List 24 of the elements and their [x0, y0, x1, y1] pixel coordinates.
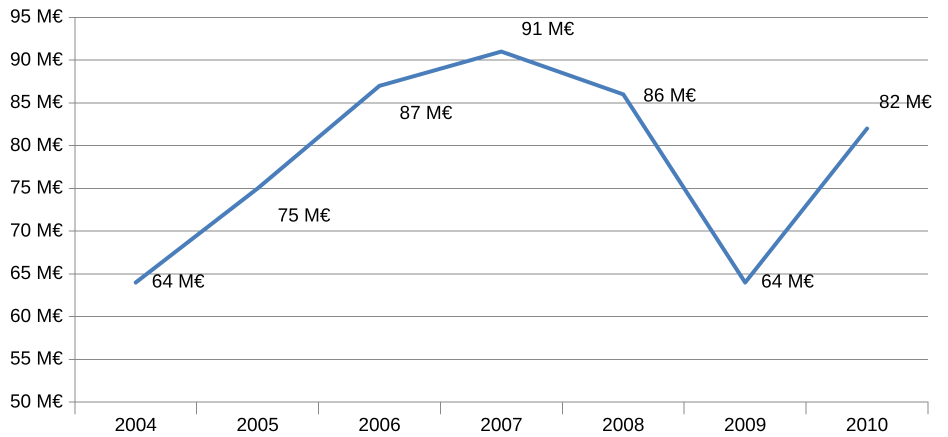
x-tick-label: 2006: [358, 414, 401, 436]
x-tick-label: 2010: [846, 414, 888, 436]
data-label: 64 M€: [152, 272, 205, 293]
x-tick-label: 2008: [602, 414, 644, 436]
y-tick-label: 90 M€: [10, 49, 64, 70]
data-label: 86 M€: [643, 86, 697, 107]
y-tick-label: 55 M€: [10, 348, 64, 370]
data-label: 82 M€: [879, 92, 932, 113]
data-label: 91 M€: [521, 18, 575, 40]
x-tick-label: 2009: [724, 414, 766, 436]
x-tick-label: 2005: [236, 414, 279, 436]
y-tick-label: 75 M€: [10, 178, 64, 199]
y-tick-label: 50 M€: [10, 391, 64, 412]
data-label: 87 M€: [400, 103, 453, 124]
y-tick-label: 85 M€: [10, 92, 64, 114]
y-tick-label: 70 M€: [10, 220, 64, 242]
y-tick-label: 65 M€: [10, 263, 64, 284]
y-tick-label: 80 M€: [10, 134, 64, 156]
data-label: 64 M€: [761, 272, 814, 293]
x-tick-label: 2004: [114, 414, 158, 436]
data-label: 75 M€: [278, 206, 331, 227]
x-tick-label: 2007: [480, 414, 523, 436]
y-tick-label: 95 M€: [10, 6, 64, 28]
y-tick-label: 60 M€: [10, 306, 64, 327]
